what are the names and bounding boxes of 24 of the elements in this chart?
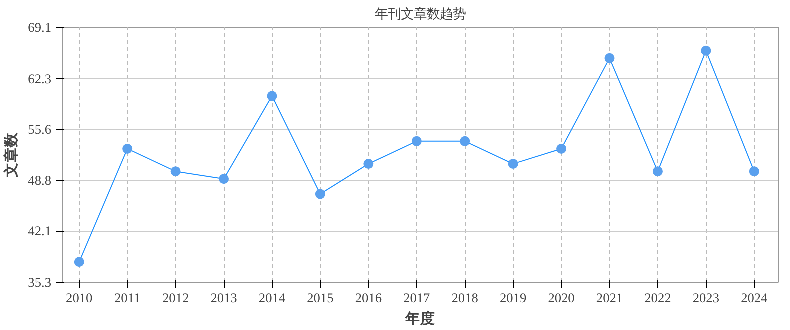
chart-title: 年刊文章数趋势 <box>375 8 466 22</box>
x-tick-label: 2022 <box>644 290 672 306</box>
x-tick-label: 2023 <box>692 290 720 306</box>
y-tick-label: 62.3 <box>28 71 52 86</box>
x-tick-label: 2020 <box>548 290 576 306</box>
x-tick-label: 2010 <box>66 290 94 306</box>
x-tick-label: 2024 <box>741 290 768 306</box>
y-tick-label: 35.3 <box>28 275 52 290</box>
x-tick-label: 2012 <box>162 290 190 306</box>
x-tick-label: 2016 <box>355 290 382 306</box>
x-tick-label: 2013 <box>210 290 238 306</box>
y-tick-label: 55.6 <box>28 122 52 137</box>
x-tick-label: 2015 <box>307 290 334 306</box>
x-tick-label: 2021 <box>596 290 624 306</box>
x-axis-title: 年度 <box>404 310 436 328</box>
y-axis-title: 文章数 <box>2 132 20 178</box>
y-tick-label: 69.1 <box>28 20 52 35</box>
x-tick-label: 2011 <box>114 290 141 306</box>
y-tick-label: 48.8 <box>28 173 52 188</box>
x-tick-label: 2019 <box>500 290 527 306</box>
x-tick-label: 2014 <box>258 290 286 306</box>
x-tick-label: 2017 <box>404 290 431 306</box>
x-tick-label: 2018 <box>452 290 479 306</box>
y-tick-label: 42.1 <box>28 224 52 239</box>
